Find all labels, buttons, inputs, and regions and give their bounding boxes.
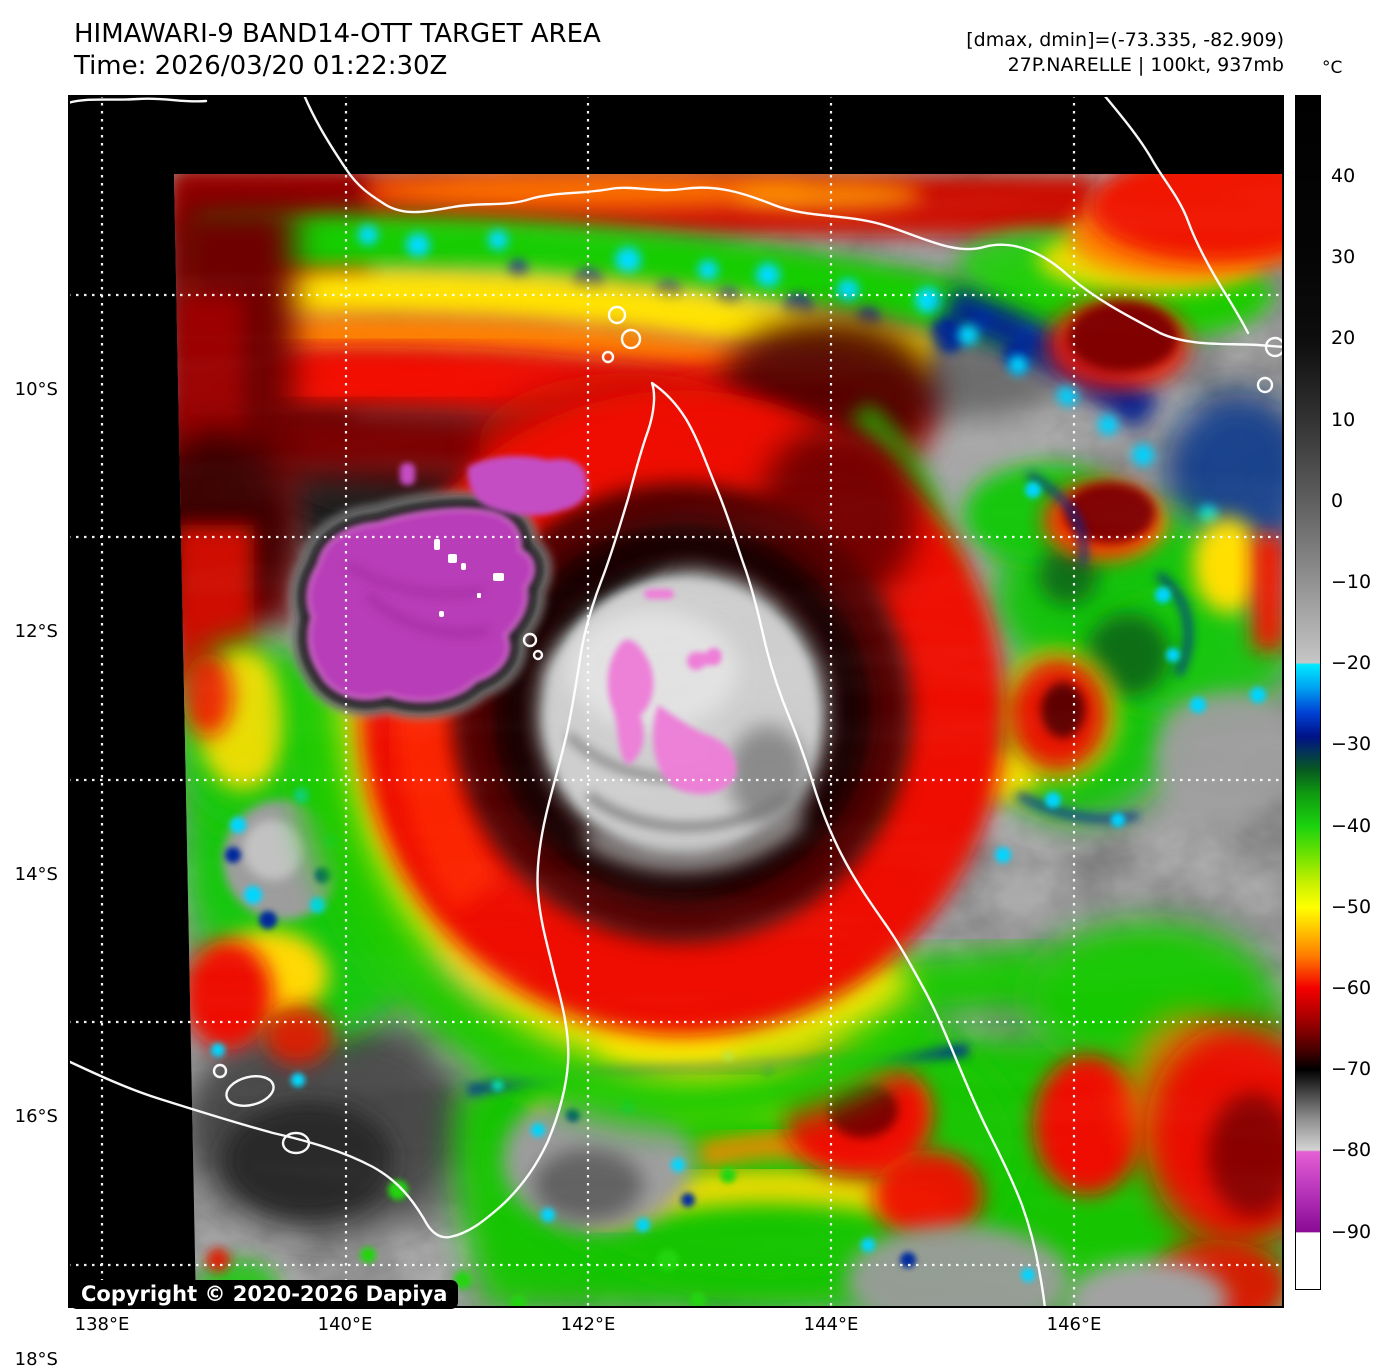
lat-label: 18°S bbox=[14, 1349, 58, 1370]
lat-label: 12°S bbox=[14, 621, 58, 642]
cold-overshoot-magenta bbox=[290, 455, 737, 795]
colorbar-tick-labels: 40 30 20 10 0 −10 −20 −30 −40 −50 −60 −7… bbox=[1331, 95, 1387, 1290]
colorbar-tick-label: 0 bbox=[1331, 490, 1344, 512]
lon-label: 140°E bbox=[317, 1314, 373, 1335]
storm-info-block: [dmax, dmin]=(-73.335, -82.909) 27P.NARE… bbox=[966, 28, 1284, 78]
dmax-dmin-readout: [dmax, dmin]=(-73.335, -82.909) bbox=[966, 29, 1284, 51]
colorbar-tick-label: −10 bbox=[1331, 571, 1372, 593]
lat-label: 10°S bbox=[14, 379, 58, 400]
copyright-badge: Copyright © 2020-2026 Dapiya bbox=[70, 1280, 459, 1309]
satellite-data-swath bbox=[174, 174, 1284, 1308]
colorbar-tick-label: 20 bbox=[1331, 327, 1356, 349]
lon-label: 138°E bbox=[74, 1314, 130, 1335]
satellite-map bbox=[68, 95, 1284, 1308]
colorbar-tick-label: 10 bbox=[1331, 409, 1356, 431]
colorbar-tick-label: −50 bbox=[1331, 896, 1372, 918]
colorbar-tick-label: −90 bbox=[1331, 1221, 1372, 1243]
longitude-axis: 138°E 140°E 142°E 144°E 146°E bbox=[0, 1314, 1388, 1340]
lat-lon-gridlines bbox=[68, 95, 1284, 1308]
storm-id-intensity: 27P.NARELLE | 100kt, 937mb bbox=[1007, 54, 1284, 76]
temperature-colorbar bbox=[1295, 95, 1321, 1290]
coastlines bbox=[68, 95, 1284, 1308]
colorbar-tick-label: −30 bbox=[1331, 733, 1372, 755]
colorbar-tick-label: −60 bbox=[1331, 977, 1372, 999]
lon-label: 142°E bbox=[560, 1314, 616, 1335]
colorbar-tick-label: 40 bbox=[1331, 165, 1356, 187]
colorbar-unit-label: °C bbox=[1322, 58, 1343, 78]
satellite-scene bbox=[68, 95, 1284, 1308]
colorbar-tick-label: −70 bbox=[1331, 1058, 1372, 1080]
page-title: HIMAWARI-9 BAND14-OTT TARGET AREA bbox=[74, 19, 601, 49]
timestamp: Time: 2026/03/20 01:22:30Z bbox=[74, 51, 448, 81]
latitude-axis: 10°S 12°S 14°S 16°S 18°S bbox=[0, 95, 62, 1370]
lon-label: 146°E bbox=[1046, 1314, 1102, 1335]
lat-label: 16°S bbox=[14, 1106, 58, 1127]
lat-label: 14°S bbox=[14, 864, 58, 885]
lon-label: 144°E bbox=[803, 1314, 859, 1335]
colorbar-tick-label: −20 bbox=[1331, 652, 1372, 674]
title-block: HIMAWARI-9 BAND14-OTT TARGET AREA Time: … bbox=[74, 18, 601, 82]
colorbar-tick-label: 30 bbox=[1331, 246, 1356, 268]
map-frame bbox=[68, 95, 1284, 1308]
colorbar-tick-label: −40 bbox=[1331, 815, 1372, 837]
colorbar-tick-label: −80 bbox=[1331, 1139, 1372, 1161]
